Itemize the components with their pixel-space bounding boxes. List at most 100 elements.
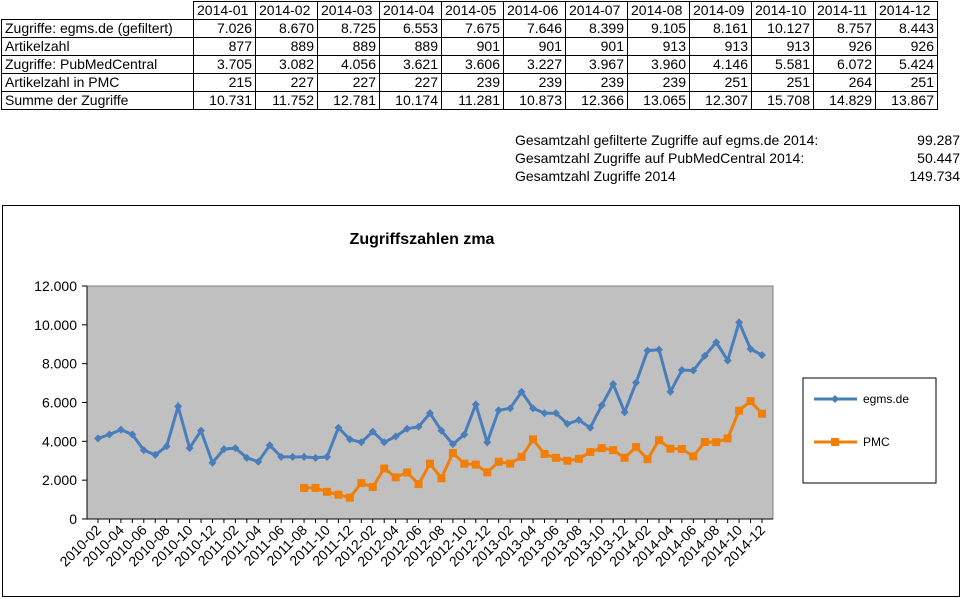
table-cell: 251 bbox=[875, 73, 938, 92]
y-tick-label: 6.000 bbox=[42, 395, 77, 411]
data-point bbox=[197, 426, 206, 435]
data-point bbox=[597, 444, 606, 453]
table-cell: 3.082 bbox=[255, 55, 318, 74]
data-point bbox=[700, 351, 709, 360]
y-tick-label: 12.000 bbox=[34, 278, 77, 294]
table-cell: 877 bbox=[193, 37, 256, 56]
month-header: 2014-10 bbox=[751, 1, 814, 20]
month-header: 2014-04 bbox=[379, 1, 442, 20]
data-point bbox=[551, 453, 560, 462]
data-point bbox=[368, 427, 377, 436]
data-point bbox=[345, 493, 354, 502]
data-point bbox=[403, 424, 412, 433]
month-header: 2014-01 bbox=[193, 1, 256, 20]
data-point bbox=[620, 408, 629, 417]
data-point bbox=[677, 365, 686, 374]
data-point bbox=[563, 456, 572, 465]
data-point bbox=[483, 468, 492, 477]
table-cell: 5.581 bbox=[751, 55, 814, 74]
table-row: Summe der Zugriffe 10.731 11.752 12.781 10.1… bbox=[1, 91, 938, 110]
legend-marker bbox=[831, 438, 839, 446]
table-cell: 227 bbox=[317, 73, 380, 92]
data-point bbox=[506, 404, 515, 413]
table-cell: 913 bbox=[627, 37, 690, 56]
data-point bbox=[654, 436, 663, 445]
data-point bbox=[208, 458, 217, 467]
table-cell: 8.670 bbox=[255, 19, 318, 38]
table-cell: 8.443 bbox=[875, 19, 938, 38]
table-cell: 7.026 bbox=[193, 19, 256, 38]
row-label: Artikelzahl bbox=[1, 37, 194, 56]
table-cell: 14.829 bbox=[813, 91, 876, 110]
data-point bbox=[517, 387, 526, 396]
table-cell: 6.553 bbox=[379, 19, 442, 38]
data-point bbox=[391, 432, 400, 441]
data-point bbox=[551, 409, 560, 418]
month-header: 2014-08 bbox=[627, 1, 690, 20]
y-tick-label: 10.000 bbox=[34, 317, 77, 333]
total-row-pmc: Gesamtzahl Zugriffe auf PubMedCentral 20… bbox=[515, 149, 960, 167]
data-point bbox=[437, 426, 446, 435]
total-value: 99.287 bbox=[917, 132, 960, 148]
data-point bbox=[494, 406, 503, 415]
total-row-sum: Gesamtzahl Zugriffe 2014 149.734 bbox=[515, 167, 960, 185]
table-cell: 4.146 bbox=[689, 55, 752, 74]
table-cell: 8.757 bbox=[813, 19, 876, 38]
month-header: 2014-05 bbox=[441, 1, 504, 20]
data-point bbox=[712, 438, 721, 447]
data-point bbox=[609, 446, 618, 455]
table-cell: 9.105 bbox=[627, 19, 690, 38]
data-point bbox=[300, 452, 309, 461]
data-point bbox=[586, 448, 595, 457]
data-point bbox=[265, 441, 274, 450]
data-point bbox=[746, 344, 755, 353]
table-cell: 10.127 bbox=[751, 19, 814, 38]
legend-label: egms.de bbox=[863, 392, 909, 406]
data-point bbox=[620, 453, 629, 462]
data-point bbox=[563, 419, 572, 428]
table-cell: 239 bbox=[627, 73, 690, 92]
total-label: Gesamtzahl gefilterte Zugriffe auf egms.… bbox=[515, 132, 819, 148]
data-point bbox=[414, 422, 423, 431]
row-label: Zugriffe: egms.de (gefiltert) bbox=[1, 19, 194, 38]
statistics-table: 2014-01 2014-02 2014-03 2014-04 2014-05 … bbox=[1, 1, 938, 110]
data-point bbox=[403, 468, 412, 477]
data-point bbox=[483, 438, 492, 447]
table-cell: 227 bbox=[379, 73, 442, 92]
table-cell: 11.281 bbox=[441, 91, 504, 110]
data-point bbox=[437, 474, 446, 483]
total-value: 149.734 bbox=[909, 168, 960, 184]
table-cell: 8.399 bbox=[565, 19, 628, 38]
data-point bbox=[345, 435, 354, 444]
table-cell: 926 bbox=[875, 37, 938, 56]
table-cell: 889 bbox=[317, 37, 380, 56]
plot-background bbox=[86, 285, 774, 520]
total-label: Gesamtzahl Zugriffe 2014 bbox=[515, 168, 676, 184]
table-cell: 901 bbox=[441, 37, 504, 56]
data-point bbox=[574, 454, 583, 463]
data-point bbox=[517, 452, 526, 461]
table-cell: 239 bbox=[503, 73, 566, 92]
data-point bbox=[643, 346, 652, 355]
data-point bbox=[700, 437, 709, 446]
table-cell: 13.867 bbox=[875, 91, 938, 110]
data-point bbox=[723, 434, 732, 443]
table-corner-cell bbox=[1, 1, 194, 20]
table-cell: 901 bbox=[565, 37, 628, 56]
data-point bbox=[334, 423, 343, 432]
data-point bbox=[219, 445, 228, 454]
data-point bbox=[311, 483, 320, 492]
data-point bbox=[471, 460, 480, 469]
data-point bbox=[506, 459, 515, 468]
y-tick-label: 0 bbox=[69, 511, 77, 527]
data-point bbox=[540, 409, 549, 418]
y-tick-label: 8.000 bbox=[42, 356, 77, 372]
table-cell: 264 bbox=[813, 73, 876, 92]
yearly-totals: Gesamtzahl gefilterte Zugriffe auf egms.… bbox=[515, 131, 960, 185]
data-point bbox=[380, 438, 389, 447]
month-header: 2014-11 bbox=[813, 1, 876, 20]
data-point bbox=[391, 473, 400, 482]
data-point bbox=[643, 455, 652, 464]
data-point bbox=[597, 401, 606, 410]
row-label: Summe der Zugriffe bbox=[1, 91, 194, 110]
